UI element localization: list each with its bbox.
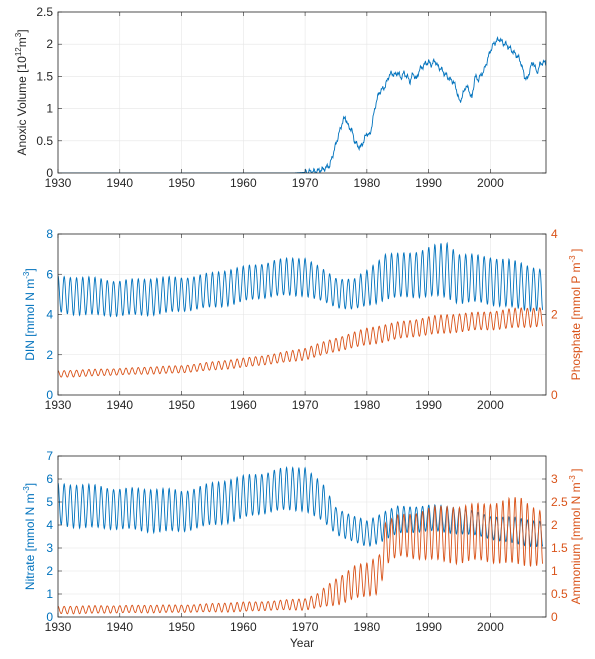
series-group — [58, 35, 546, 173]
y-tick-label: 2.5 — [36, 5, 53, 19]
y-tick-label: 2 — [46, 564, 53, 578]
x-tick-label: 1930 — [45, 620, 72, 634]
series-line-1 — [58, 466, 544, 548]
y-axis-label-text: m — [15, 37, 29, 47]
chart-panel-1: 1930 1940 1950 1960 1970 1980 1990 2000 0 0.5 1 1.5… — [14, 5, 547, 190]
series-group — [58, 466, 544, 615]
x-axis: 1930 1940 1950 1960 1970 1980 1990 2000 — [45, 456, 504, 634]
x-tick-label: 1940 — [106, 176, 133, 190]
y-axis-label-sup: -3 — [22, 271, 31, 279]
plot-frame — [57, 455, 547, 618]
y-axis-left: 0 1 2 3 4 5 6 7 — [46, 449, 62, 624]
series-line-2 — [58, 496, 544, 615]
x-axis: 1930 1940 1950 1960 1970 1980 1990 2000 — [45, 234, 504, 412]
y-tick-label: 6 — [46, 472, 53, 486]
y-axis-left: 0 0.5 1 1.5 2 2.5 — [36, 5, 546, 180]
y-tick-label: 2 — [46, 348, 53, 362]
y-axis-label-sup: 3 — [14, 32, 23, 37]
y-tick-label: 8 — [46, 227, 53, 241]
y-tick-label: 1 — [46, 587, 53, 601]
series-line-1 — [58, 241, 544, 318]
x-tick-label: 1960 — [230, 176, 257, 190]
x-tick-label: 1960 — [230, 398, 257, 412]
y-axis-label-sup: -3 — [22, 486, 31, 494]
x-axis: 1930 1940 1950 1960 1970 1980 1990 2000 — [45, 12, 504, 190]
x-tick-label: 2000 — [477, 620, 504, 634]
x-tick-label: 1970 — [292, 398, 319, 412]
y-axis-left: 0 2 4 6 8 — [46, 227, 62, 402]
y-axis-label-text: DIN [mmol N m — [23, 279, 37, 361]
y-axis-label-sup: -3 — [568, 475, 577, 483]
x-tick-label: 1950 — [168, 176, 195, 190]
y-tick-label: 2 — [551, 308, 558, 322]
y-axis-label-sup: 12 — [14, 47, 23, 56]
x-tick-label: 1970 — [292, 620, 319, 634]
x-tick-label: 1940 — [106, 398, 133, 412]
x-tick-label: 1940 — [106, 620, 133, 634]
y-axis-label-text: Anoxic Volume [10 — [15, 56, 29, 156]
chart-panel-2: 1930 1940 1950 1960 1970 1980 1990 2000 0 2 4 6 8 0 2 4… — [22, 227, 583, 412]
x-tick-label: 1980 — [354, 398, 381, 412]
series-line-1 — [58, 35, 546, 173]
y-tick-label: 1 — [551, 564, 558, 578]
x-tick-label: 1950 — [168, 620, 195, 634]
y-axis-label-text: ] — [23, 268, 37, 271]
y-axis-label-sup: -3 — [568, 255, 577, 263]
y-tick-label: 0 — [551, 610, 558, 624]
y-axis-label-right: Ammonium [mmol N m-3 ] — [568, 469, 583, 605]
plot-frame — [57, 11, 547, 174]
y-tick-label: 0 — [46, 166, 53, 180]
y-axis-label-right: Phosphate [mmol P m-3 ] — [568, 249, 583, 381]
x-tick-label: 2000 — [477, 398, 504, 412]
y-axis-label-left: DIN [mmol N m-3] — [22, 268, 37, 360]
x-tick-label: 2000 — [477, 176, 504, 190]
x-tick-label: 1930 — [45, 176, 72, 190]
x-axis-label: Year — [290, 636, 314, 650]
y-tick-label: 3 — [551, 472, 558, 486]
y-axis-label: Anoxic Volume [1012m3] — [14, 29, 29, 155]
y-axis-label-text: ] — [569, 469, 583, 476]
y-tick-label: 0 — [46, 610, 53, 624]
series-line-2 — [58, 307, 544, 378]
x-tick-label: 1980 — [354, 620, 381, 634]
x-tick-label: 1930 — [45, 398, 72, 412]
y-tick-label: 0.5 — [551, 587, 568, 601]
y-tick-label: 2 — [551, 518, 558, 532]
y-tick-label: 0 — [551, 388, 558, 402]
y-tick-label: 0.5 — [36, 134, 53, 148]
x-tick-label: 1980 — [354, 176, 381, 190]
y-axis-label-text: Ammonium [mmol N m — [569, 482, 583, 604]
chart-panel-3: 1930 1940 1950 1960 1970 1980 1990 2000 0 1 2 3 4 5 6 7… — [22, 449, 583, 650]
y-tick-label: 1.5 — [551, 541, 568, 555]
y-tick-label: 4 — [46, 308, 53, 322]
series-group — [58, 241, 544, 378]
grid-lines — [57, 455, 546, 618]
y-axis-right: 0 2 4 — [542, 227, 558, 402]
y-tick-label: 2 — [46, 37, 53, 51]
y-tick-label: 0 — [46, 388, 53, 402]
x-tick-label: 1970 — [292, 176, 319, 190]
y-tick-label: 4 — [551, 227, 558, 241]
y-axis-label-text: Nitrate [mmol N m — [23, 493, 37, 590]
y-axis-label-text: ] — [23, 483, 37, 486]
x-tick-label: 1950 — [168, 398, 195, 412]
y-tick-label: 5 — [46, 495, 53, 509]
x-tick-label: 1990 — [415, 176, 442, 190]
y-axis-label-text: ] — [569, 249, 583, 256]
y-axis-label-text: ] — [15, 29, 29, 32]
y-tick-label: 1.5 — [36, 69, 53, 83]
x-tick-label: 1960 — [230, 620, 257, 634]
y-tick-label: 7 — [46, 449, 53, 463]
y-tick-label: 1 — [46, 102, 53, 116]
y-tick-label: 2.5 — [551, 495, 568, 509]
y-axis-label-left: Nitrate [mmol N m-3] — [22, 483, 37, 590]
y-tick-label: 6 — [46, 267, 53, 281]
x-tick-label: 1990 — [415, 620, 442, 634]
y-axis-right: 0 0.5 1 1.5 2 2.5 3 — [542, 472, 568, 624]
y-axis-label-text: Phosphate [mmol P m — [569, 262, 583, 380]
y-tick-label: 3 — [46, 541, 53, 555]
y-tick-label: 4 — [46, 518, 53, 532]
x-tick-label: 1990 — [415, 398, 442, 412]
